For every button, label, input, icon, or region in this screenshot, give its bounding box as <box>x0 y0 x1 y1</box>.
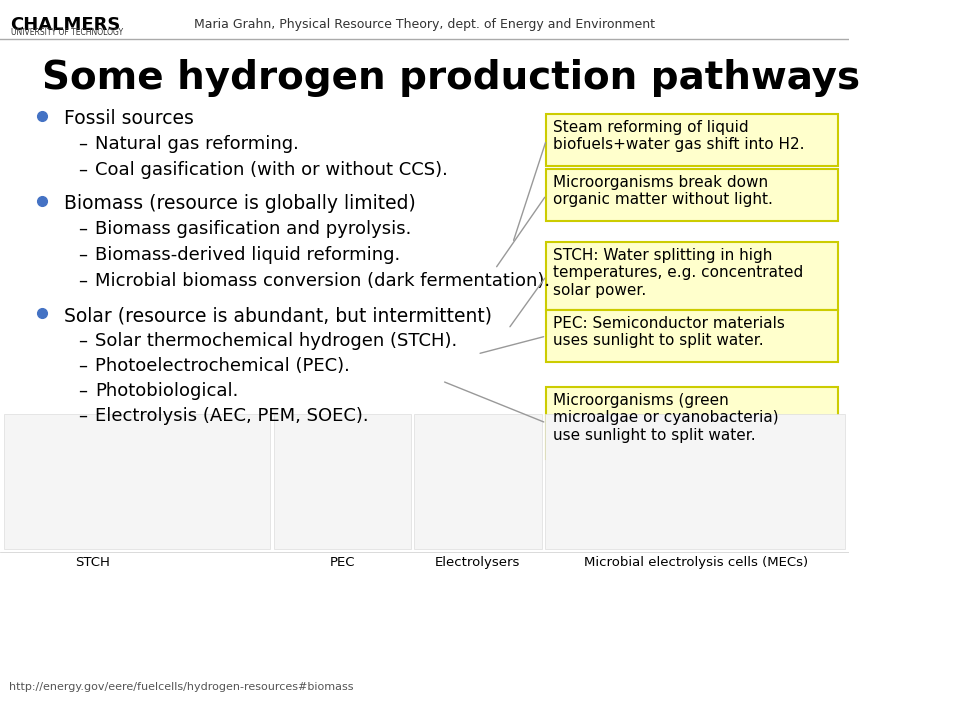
FancyBboxPatch shape <box>546 114 838 166</box>
Text: Solar thermochemical hydrogen (STCH).: Solar thermochemical hydrogen (STCH). <box>95 332 458 350</box>
Text: Natural gas reforming.: Natural gas reforming. <box>95 135 300 153</box>
Text: Fossil sources: Fossil sources <box>63 109 194 128</box>
Text: Microorganisms (green
microalgae or cyanobacteria)
use sunlight to split water.: Microorganisms (green microalgae or cyan… <box>553 393 779 443</box>
Text: –: – <box>78 332 86 350</box>
FancyBboxPatch shape <box>546 387 838 459</box>
Text: Photoelectrochemical (PEC).: Photoelectrochemical (PEC). <box>95 357 350 375</box>
Text: Electrolysers: Electrolysers <box>435 556 520 569</box>
FancyBboxPatch shape <box>414 414 541 549</box>
Text: –: – <box>78 246 86 264</box>
Text: Electrolysis (AEC, PEM, SOEC).: Electrolysis (AEC, PEM, SOEC). <box>95 407 369 425</box>
Text: PEC: Semiconductor materials
uses sunlight to split water.: PEC: Semiconductor materials uses sunlig… <box>553 316 785 348</box>
Text: Biomass-derived liquid reforming.: Biomass-derived liquid reforming. <box>95 246 400 264</box>
Text: Maria Grahn, Physical Resource Theory, dept. of Energy and Environment: Maria Grahn, Physical Resource Theory, d… <box>194 18 655 31</box>
Text: –: – <box>78 407 86 425</box>
FancyBboxPatch shape <box>5 414 270 549</box>
Text: Photobiological.: Photobiological. <box>95 382 239 400</box>
FancyBboxPatch shape <box>274 414 411 549</box>
Text: Microorganisms break down
organic matter without light.: Microorganisms break down organic matter… <box>553 175 774 208</box>
FancyBboxPatch shape <box>544 414 845 549</box>
Text: –: – <box>78 382 86 400</box>
FancyBboxPatch shape <box>546 242 838 310</box>
Text: PEC: PEC <box>329 556 355 569</box>
Text: Some hydrogen production pathways: Some hydrogen production pathways <box>42 59 860 97</box>
Text: UNIVERSITY OF TECHNOLOGY: UNIVERSITY OF TECHNOLOGY <box>11 28 123 37</box>
Text: –: – <box>78 220 86 238</box>
Text: Biomass gasification and pyrolysis.: Biomass gasification and pyrolysis. <box>95 220 412 238</box>
Text: Solar (resource is abundant, but intermittent): Solar (resource is abundant, but intermi… <box>63 306 492 325</box>
Text: Biomass (resource is globally limited): Biomass (resource is globally limited) <box>63 194 416 213</box>
Text: Coal gasification (with or without CCS).: Coal gasification (with or without CCS). <box>95 161 448 179</box>
Text: http://energy.gov/eere/fuelcells/hydrogen-resources#biomass: http://energy.gov/eere/fuelcells/hydroge… <box>9 682 353 692</box>
Text: –: – <box>78 272 86 290</box>
Text: –: – <box>78 161 86 179</box>
FancyBboxPatch shape <box>546 310 838 362</box>
Text: STCH: STCH <box>76 556 110 569</box>
FancyBboxPatch shape <box>546 169 838 221</box>
Text: CHALMERS: CHALMERS <box>11 16 121 34</box>
Text: Microbial biomass conversion (dark fermentation).: Microbial biomass conversion (dark ferme… <box>95 272 551 290</box>
Text: Steam reforming of liquid
biofuels+water gas shift into H2.: Steam reforming of liquid biofuels+water… <box>553 120 804 152</box>
Text: Microbial electrolysis cells (MECs): Microbial electrolysis cells (MECs) <box>584 556 807 569</box>
Text: –: – <box>78 357 86 375</box>
Text: –: – <box>78 135 86 153</box>
Text: STCH: Water splitting in high
temperatures, e.g. concentrated
solar power.: STCH: Water splitting in high temperatur… <box>553 248 804 298</box>
